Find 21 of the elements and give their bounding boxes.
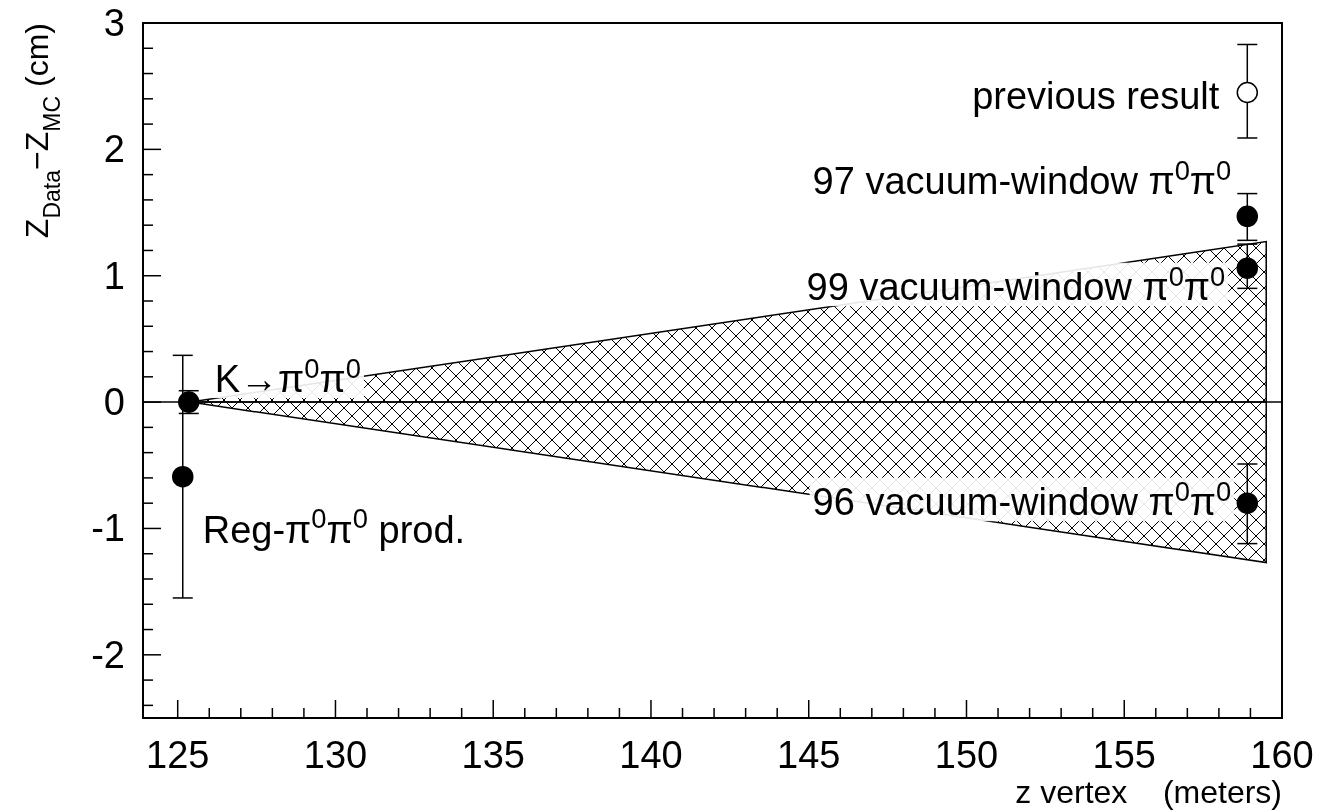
y-tick-label: -1: [91, 507, 125, 550]
x-tick-label: 125: [146, 734, 210, 776]
x-tick-label: 140: [619, 734, 683, 776]
annotation: 99 vacuum-window π$^{0}$π$^{0}$: [806, 260, 1226, 309]
x-tick-label: 160: [1250, 734, 1314, 776]
annotation: Reg-π$^{0}$π$^{0}$ prod.: [202, 503, 466, 551]
y-tick-label: 2: [103, 128, 125, 171]
x-tick-label: 155: [1092, 734, 1156, 776]
y-tick-label: 3: [103, 2, 125, 44]
annotation: previous result: [972, 74, 1220, 117]
y-tick-label: 1: [103, 254, 125, 297]
x-tick-label: 150: [934, 734, 999, 776]
x-tick-label: 145: [777, 734, 841, 776]
annotation: 97 vacuum-window π$^{0}$π$^{0}$: [812, 154, 1232, 203]
annotation: K→π$^{0}$π$^{0}$: [214, 352, 361, 401]
y-tick-label: -2: [91, 633, 125, 676]
x-tick-label: 135: [461, 734, 525, 776]
x-axis-title: z vertex (meters): [1015, 774, 1282, 810]
annotation: 96 vacuum-window π$^{0}$π$^{0}$: [812, 475, 1232, 524]
x-tick-label: 130: [303, 734, 368, 776]
y-tick-label: 0: [103, 381, 125, 424]
